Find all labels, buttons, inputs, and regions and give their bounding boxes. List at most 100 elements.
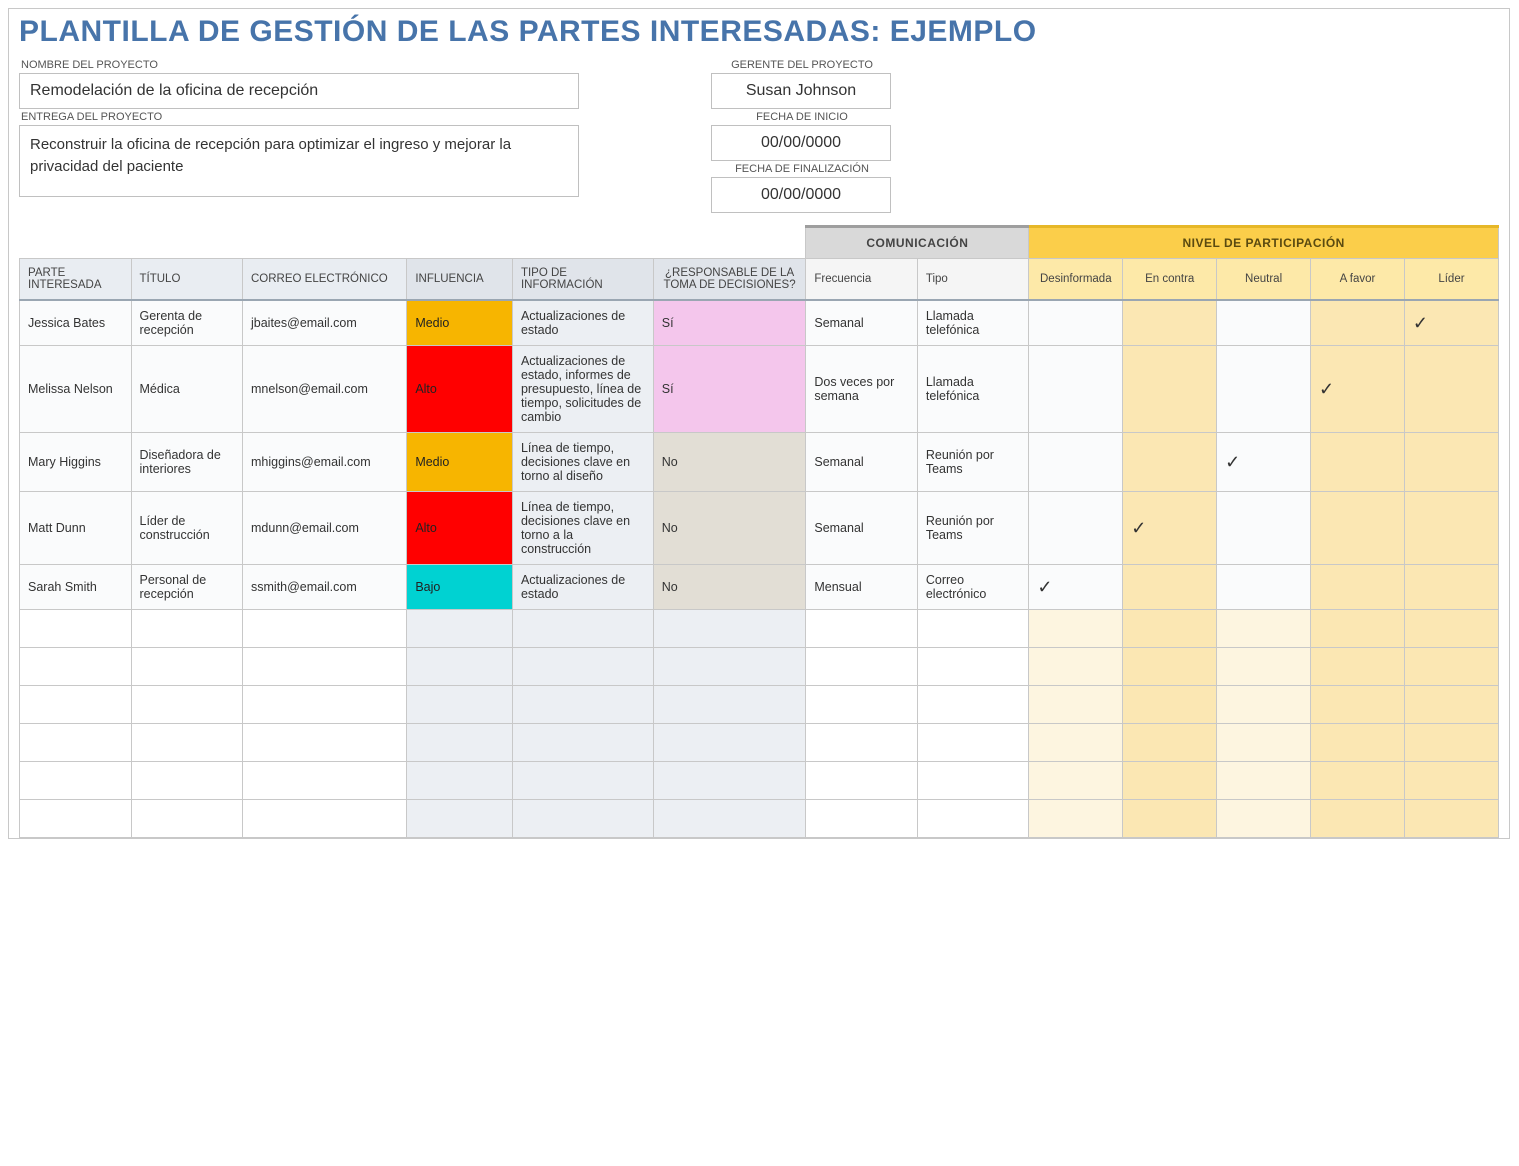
empty-cell[interactable] xyxy=(1217,610,1311,648)
empty-cell[interactable] xyxy=(243,724,407,762)
cell-email[interactable]: ssmith@email.com xyxy=(243,565,407,610)
empty-cell[interactable] xyxy=(20,648,132,686)
empty-cell[interactable] xyxy=(653,800,806,838)
project-manager-field[interactable]: Susan Johnson xyxy=(711,73,891,109)
cell-info-type[interactable]: Línea de tiempo, decisiones clave en tor… xyxy=(512,492,653,565)
empty-cell[interactable] xyxy=(407,800,513,838)
empty-cell[interactable] xyxy=(131,724,243,762)
cell-stakeholder[interactable]: Matt Dunn xyxy=(20,492,132,565)
cell-title[interactable]: Líder de construcción xyxy=(131,492,243,565)
empty-cell[interactable] xyxy=(20,686,132,724)
empty-cell[interactable] xyxy=(1217,648,1311,686)
empty-cell[interactable] xyxy=(512,724,653,762)
empty-cell[interactable] xyxy=(1217,800,1311,838)
cell-participation-3[interactable]: ✓ xyxy=(1311,346,1405,433)
project-delivery-field[interactable]: Reconstruir la oficina de recepción para… xyxy=(19,125,579,197)
cell-type[interactable]: Correo electrónico xyxy=(917,565,1029,610)
cell-participation-0[interactable]: ✓ xyxy=(1029,565,1123,610)
empty-cell[interactable] xyxy=(1311,686,1405,724)
cell-decision[interactable]: No xyxy=(653,565,806,610)
start-date-field[interactable]: 00/00/0000 xyxy=(711,125,891,161)
cell-participation-4[interactable] xyxy=(1404,346,1498,433)
cell-participation-3[interactable] xyxy=(1311,300,1405,346)
empty-cell[interactable] xyxy=(806,686,918,724)
cell-title[interactable]: Personal de recepción xyxy=(131,565,243,610)
empty-cell[interactable] xyxy=(243,800,407,838)
cell-frequency[interactable]: Mensual xyxy=(806,565,918,610)
empty-cell[interactable] xyxy=(917,610,1029,648)
cell-info-type[interactable]: Actualizaciones de estado xyxy=(512,300,653,346)
empty-cell[interactable] xyxy=(131,762,243,800)
cell-participation-4[interactable] xyxy=(1404,433,1498,492)
empty-cell[interactable] xyxy=(243,686,407,724)
empty-cell[interactable] xyxy=(653,610,806,648)
cell-info-type[interactable]: Actualizaciones de estado xyxy=(512,565,653,610)
cell-participation-0[interactable] xyxy=(1029,433,1123,492)
cell-info-type[interactable]: Línea de tiempo, decisiones clave en tor… xyxy=(512,433,653,492)
empty-cell[interactable] xyxy=(653,762,806,800)
cell-participation-4[interactable]: ✓ xyxy=(1404,300,1498,346)
empty-cell[interactable] xyxy=(1311,610,1405,648)
cell-participation-4[interactable] xyxy=(1404,565,1498,610)
empty-cell[interactable] xyxy=(1311,762,1405,800)
empty-cell[interactable] xyxy=(1404,762,1498,800)
cell-title[interactable]: Diseñadora de interiores xyxy=(131,433,243,492)
empty-cell[interactable] xyxy=(1404,648,1498,686)
empty-cell[interactable] xyxy=(407,610,513,648)
empty-cell[interactable] xyxy=(131,610,243,648)
cell-participation-2[interactable] xyxy=(1217,346,1311,433)
empty-cell[interactable] xyxy=(806,800,918,838)
cell-participation-2[interactable] xyxy=(1217,492,1311,565)
empty-cell[interactable] xyxy=(1123,648,1217,686)
empty-cell[interactable] xyxy=(1123,762,1217,800)
cell-frequency[interactable]: Semanal xyxy=(806,300,918,346)
cell-participation-1[interactable] xyxy=(1123,346,1217,433)
empty-cell[interactable] xyxy=(1123,724,1217,762)
cell-email[interactable]: jbaites@email.com xyxy=(243,300,407,346)
empty-cell[interactable] xyxy=(407,762,513,800)
cell-influence[interactable]: Medio xyxy=(407,433,513,492)
empty-cell[interactable] xyxy=(1029,648,1123,686)
empty-cell[interactable] xyxy=(1404,724,1498,762)
empty-cell[interactable] xyxy=(1311,648,1405,686)
empty-cell[interactable] xyxy=(1123,800,1217,838)
empty-cell[interactable] xyxy=(806,648,918,686)
cell-title[interactable]: Gerenta de recepción xyxy=(131,300,243,346)
empty-cell[interactable] xyxy=(917,800,1029,838)
empty-cell[interactable] xyxy=(20,800,132,838)
empty-cell[interactable] xyxy=(512,800,653,838)
empty-cell[interactable] xyxy=(653,686,806,724)
empty-cell[interactable] xyxy=(917,724,1029,762)
cell-participation-3[interactable] xyxy=(1311,433,1405,492)
empty-cell[interactable] xyxy=(917,648,1029,686)
cell-frequency[interactable]: Dos veces por semana xyxy=(806,346,918,433)
cell-type[interactable]: Reunión por Teams xyxy=(917,492,1029,565)
cell-stakeholder[interactable]: Melissa Nelson xyxy=(20,346,132,433)
cell-participation-1[interactable] xyxy=(1123,565,1217,610)
empty-cell[interactable] xyxy=(407,724,513,762)
empty-cell[interactable] xyxy=(131,686,243,724)
empty-cell[interactable] xyxy=(917,762,1029,800)
end-date-field[interactable]: 00/00/0000 xyxy=(711,177,891,213)
empty-cell[interactable] xyxy=(917,686,1029,724)
empty-cell[interactable] xyxy=(243,648,407,686)
empty-cell[interactable] xyxy=(131,648,243,686)
empty-cell[interactable] xyxy=(20,762,132,800)
empty-cell[interactable] xyxy=(1123,686,1217,724)
empty-cell[interactable] xyxy=(1217,762,1311,800)
empty-cell[interactable] xyxy=(1029,686,1123,724)
empty-cell[interactable] xyxy=(653,724,806,762)
empty-cell[interactable] xyxy=(806,610,918,648)
cell-decision[interactable]: No xyxy=(653,433,806,492)
cell-frequency[interactable]: Semanal xyxy=(806,492,918,565)
cell-participation-2[interactable] xyxy=(1217,300,1311,346)
empty-cell[interactable] xyxy=(1029,724,1123,762)
cell-type[interactable]: Llamada telefónica xyxy=(917,346,1029,433)
cell-participation-1[interactable] xyxy=(1123,300,1217,346)
empty-cell[interactable] xyxy=(512,648,653,686)
empty-cell[interactable] xyxy=(806,762,918,800)
cell-stakeholder[interactable]: Jessica Bates xyxy=(20,300,132,346)
project-name-field[interactable]: Remodelación de la oficina de recepción xyxy=(19,73,579,109)
cell-participation-4[interactable] xyxy=(1404,492,1498,565)
cell-participation-0[interactable] xyxy=(1029,300,1123,346)
